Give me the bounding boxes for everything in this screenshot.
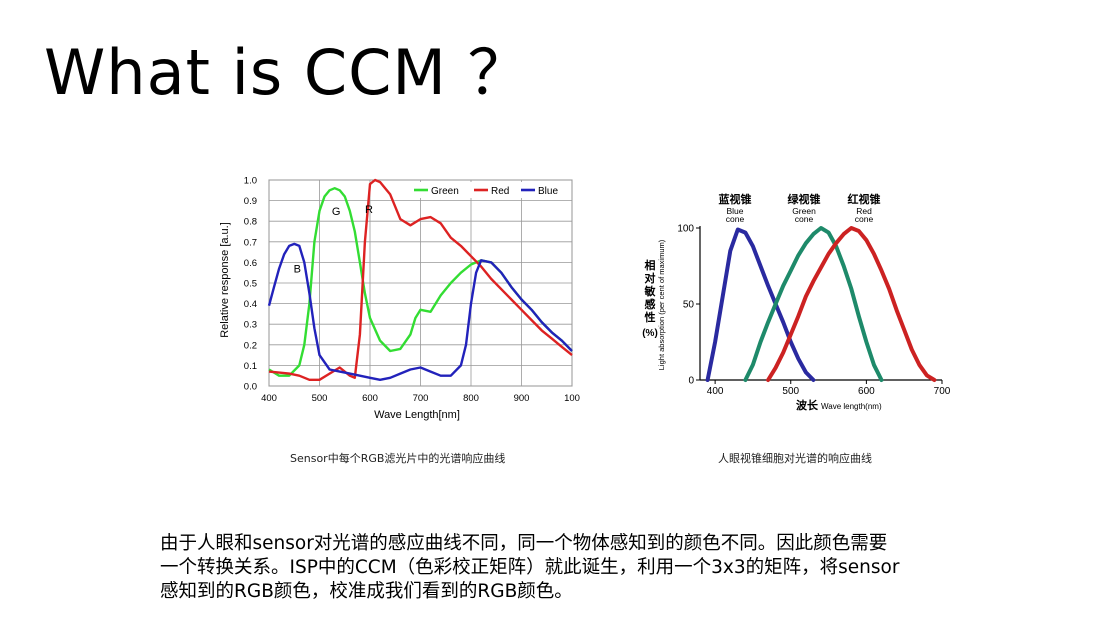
legend-label: Green	[431, 186, 459, 197]
annotation-label: R	[365, 204, 373, 216]
y-label-char: 相	[645, 258, 656, 272]
y-tick-label: 0.1	[244, 361, 257, 372]
x-tick-label: 900	[514, 393, 530, 404]
body-paragraph: 由于人眼和sensor对光谱的感应曲线不同，同一个物体感知到的颜色不同。因此颜色…	[160, 532, 1095, 604]
y-label-char: 性	[645, 310, 656, 324]
cone-curve-1	[743, 226, 884, 382]
y-tick-label: 0.4	[244, 299, 257, 310]
x-tick-label: 500	[312, 393, 328, 404]
x-tick-label: 700	[413, 393, 429, 404]
chart-axes	[696, 226, 943, 384]
slide-title: What is CCM ？	[44, 36, 531, 109]
y-tick-label: 0.9	[244, 196, 257, 207]
y-tick-label: 50	[683, 300, 695, 311]
chart-grid	[268, 179, 573, 387]
body-line-1: 由于人眼和sensor对光谱的感应曲线不同，同一个物体感知到的颜色不同。因此颜色…	[160, 533, 888, 554]
y-axis-label-en: Light absorption (per cent of maximum)	[657, 239, 666, 370]
y-tick-label: 0.7	[244, 237, 257, 248]
series-label-cn: 绿视锥	[788, 192, 821, 206]
series-label-cn: 蓝视锥	[719, 192, 752, 206]
legend-background	[410, 182, 570, 198]
chart-series	[705, 226, 937, 382]
y-tick-label: 0	[688, 376, 694, 387]
series-label-en: cone	[795, 214, 814, 224]
x-axis-ticks: 400 500 600 700	[707, 386, 951, 397]
y-tick-label: 1.0	[244, 176, 257, 187]
left-figure-caption: Sensor中每个RGB滤光片中的光谱响应曲线	[290, 452, 506, 465]
body-line-3: 感知到的RGB颜色，校准成我们看到的RGB颜色。	[160, 581, 573, 602]
x-tick-label: 600	[858, 386, 875, 397]
right-figure-caption: 人眼视锥细胞对光谱的响应曲线	[718, 452, 872, 465]
series-label-en: cone	[855, 214, 874, 224]
x-tick-label: 600	[362, 393, 378, 404]
y-label-unit: (%)	[642, 328, 658, 339]
x-tick-label: 100	[564, 393, 580, 404]
chart-series	[267, 178, 573, 381]
x-tick-label: 800	[463, 393, 479, 404]
annotation-label: B	[294, 264, 301, 276]
y-tick-label: 0.5	[244, 279, 257, 290]
body-line-2: 一个转换关系。ISP中的CCM（色彩校正矩阵）就此诞生，利用一个3x3的矩阵，将…	[160, 557, 900, 578]
y-tick-label: 0.3	[244, 320, 257, 331]
y-tick-label: 0.2	[244, 340, 257, 351]
y-tick-label: 100	[677, 224, 694, 235]
series-label-en: cone	[726, 214, 745, 224]
legend-label: Blue	[538, 186, 558, 197]
series-line-red	[268, 178, 573, 381]
y-axis-ticks: 0 50 100	[677, 224, 694, 387]
series-label-en: Red	[856, 206, 872, 216]
chart-annotations: G R B	[294, 204, 373, 276]
y-tick-label: 0.6	[244, 258, 257, 269]
y-axis-label: Relative response [a.u.]	[219, 222, 231, 338]
cone-curve-2	[766, 226, 937, 382]
x-axis-ticks: 400 500 600 700 800 900 100	[261, 393, 580, 404]
y-axis-ticks: 0.0 0.1 0.2 0.3 0.4 0.5 0.6 0.7 0.8 0.9 1.0	[244, 176, 257, 393]
series-line-blue	[267, 242, 573, 381]
annotation-label: G	[332, 206, 341, 218]
x-tick-label: 400	[707, 386, 724, 397]
sensor-response-chart: 0.0 0.1 0.2 0.3 0.4 0.5 0.6 0.7 0.8 0.9 1.0 400 500…	[219, 176, 580, 422]
series-label-en: Blue	[726, 206, 743, 216]
legend-label: Red	[491, 186, 509, 197]
y-tick-label: 0.8	[244, 217, 257, 228]
series-label-en: Green	[792, 206, 816, 216]
y-label-char: 对	[645, 271, 656, 285]
x-tick-label: 500	[782, 386, 799, 397]
cone-curve-0	[705, 227, 816, 382]
x-tick-label: 700	[934, 386, 951, 397]
chart-legend: Green Red Blue	[410, 182, 570, 198]
y-label-char: 感	[645, 297, 656, 311]
x-axis-label: 波长 Wave length(nm)	[796, 398, 882, 412]
y-label-char: 敏	[644, 284, 657, 298]
series-label-cn: 红视锥	[848, 192, 881, 206]
x-axis-label: Wave Length[nm]	[374, 409, 460, 421]
x-tick-label: 400	[261, 393, 277, 404]
y-tick-label: 0.0	[244, 382, 257, 393]
